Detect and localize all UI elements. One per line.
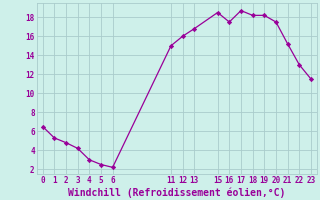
X-axis label: Windchill (Refroidissement éolien,°C): Windchill (Refroidissement éolien,°C) bbox=[68, 188, 285, 198]
